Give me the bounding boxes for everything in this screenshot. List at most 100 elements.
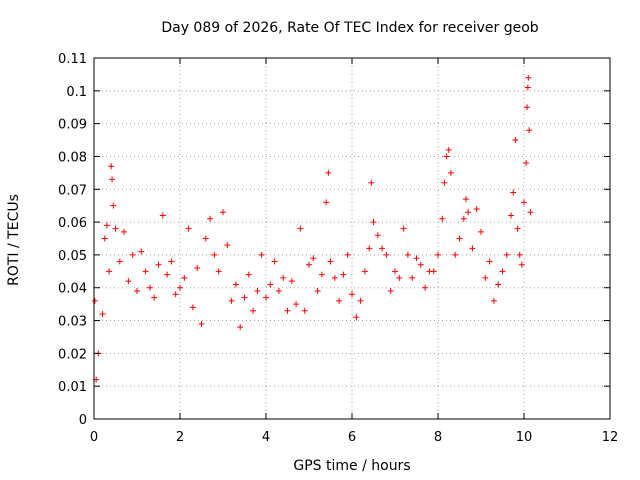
- data-point: [301, 307, 308, 314]
- data-point: [168, 258, 175, 265]
- data-point: [310, 255, 317, 262]
- data-point: [129, 251, 136, 258]
- data-point: [106, 268, 113, 275]
- data-point: [404, 251, 411, 258]
- x-tick-label: 6: [348, 430, 356, 445]
- data-point: [280, 274, 287, 281]
- data-point: [254, 288, 261, 295]
- data-point: [164, 271, 171, 278]
- data-point: [445, 146, 452, 153]
- y-tick-label: 0.08: [58, 150, 87, 165]
- data-point: [443, 153, 450, 160]
- data-point: [462, 196, 469, 203]
- data-point: [486, 258, 493, 265]
- data-point: [146, 284, 153, 291]
- data-point: [325, 169, 332, 176]
- data-point: [331, 274, 338, 281]
- data-point: [456, 235, 463, 242]
- data-point: [91, 297, 98, 304]
- axis-ticks: 0 2 4 6 8 10 12 0 0.01 0.02 0.03 0.04 0.05 0.06 0.07 0.…: [58, 52, 618, 445]
- data-point: [439, 215, 446, 222]
- y-tick-label: 0.06: [58, 216, 87, 231]
- data-point: [271, 258, 278, 265]
- data-point: [172, 291, 179, 298]
- y-tick-label: 0: [79, 413, 87, 428]
- data-point: [288, 278, 295, 285]
- data-point: [110, 202, 117, 209]
- chart-title: Day 089 of 2026, Rate Of TEC Index for r…: [161, 20, 538, 36]
- data-point: [490, 297, 497, 304]
- data-point: [441, 179, 448, 186]
- data-point: [435, 251, 441, 258]
- data-points: [91, 74, 534, 383]
- data-point: [284, 307, 291, 314]
- data-point: [527, 209, 534, 216]
- data-point: [155, 261, 162, 268]
- data-point: [323, 199, 330, 206]
- data-point: [125, 278, 132, 285]
- data-point: [159, 212, 166, 219]
- x-tick-label: 12: [602, 430, 619, 445]
- data-point: [103, 222, 110, 229]
- data-point: [478, 228, 484, 235]
- data-point: [469, 245, 476, 252]
- data-point: [510, 189, 517, 196]
- grid: [94, 58, 610, 419]
- data-point: [379, 245, 386, 252]
- data-point: [392, 268, 398, 275]
- y-tick-label: 0.05: [58, 249, 87, 264]
- data-point: [366, 245, 373, 252]
- data-point: [108, 163, 115, 170]
- data-point: [263, 294, 269, 301]
- data-point: [396, 274, 403, 281]
- data-point: [211, 251, 218, 258]
- data-point: [499, 268, 506, 275]
- data-point: [503, 251, 510, 258]
- data-point: [185, 225, 192, 232]
- data-point: [101, 235, 108, 242]
- data-point: [250, 307, 257, 314]
- data-point: [327, 258, 334, 265]
- y-tick-label: 0.11: [58, 52, 87, 67]
- data-point: [245, 271, 252, 278]
- data-point: [306, 261, 312, 268]
- data-point: [181, 274, 188, 281]
- data-point: [524, 84, 531, 91]
- data-point: [293, 301, 300, 308]
- data-point: [194, 265, 201, 272]
- data-point: [452, 251, 459, 258]
- data-point: [473, 205, 480, 212]
- data-point: [224, 242, 231, 249]
- y-tick-label: 0.01: [58, 380, 87, 395]
- data-point: [383, 251, 390, 258]
- data-point: [121, 228, 128, 235]
- data-point: [151, 294, 158, 301]
- y-tick-label: 0.09: [58, 118, 87, 133]
- data-point: [258, 251, 265, 258]
- data-point: [465, 209, 472, 216]
- data-point: [361, 268, 368, 275]
- x-axis-label: GPS time / hours: [293, 458, 410, 474]
- data-point: [228, 297, 235, 304]
- data-point: [344, 251, 351, 258]
- data-point: [237, 324, 244, 331]
- data-point: [409, 274, 416, 281]
- data-point: [116, 258, 123, 265]
- data-point: [516, 251, 523, 258]
- data-point: [374, 232, 381, 239]
- y-tick-label: 0.04: [58, 282, 87, 297]
- data-point: [142, 268, 149, 275]
- x-tick-label: 10: [516, 430, 533, 445]
- data-point: [318, 271, 325, 278]
- data-point: [340, 271, 347, 278]
- data-point: [349, 291, 355, 298]
- data-point: [207, 215, 214, 222]
- data-point: [189, 304, 196, 311]
- x-tick-label: 0: [90, 430, 98, 445]
- data-point: [241, 294, 248, 301]
- data-point: [232, 281, 239, 288]
- data-point: [460, 215, 467, 222]
- data-point: [430, 268, 437, 275]
- data-point: [514, 225, 521, 232]
- data-point: [267, 281, 274, 288]
